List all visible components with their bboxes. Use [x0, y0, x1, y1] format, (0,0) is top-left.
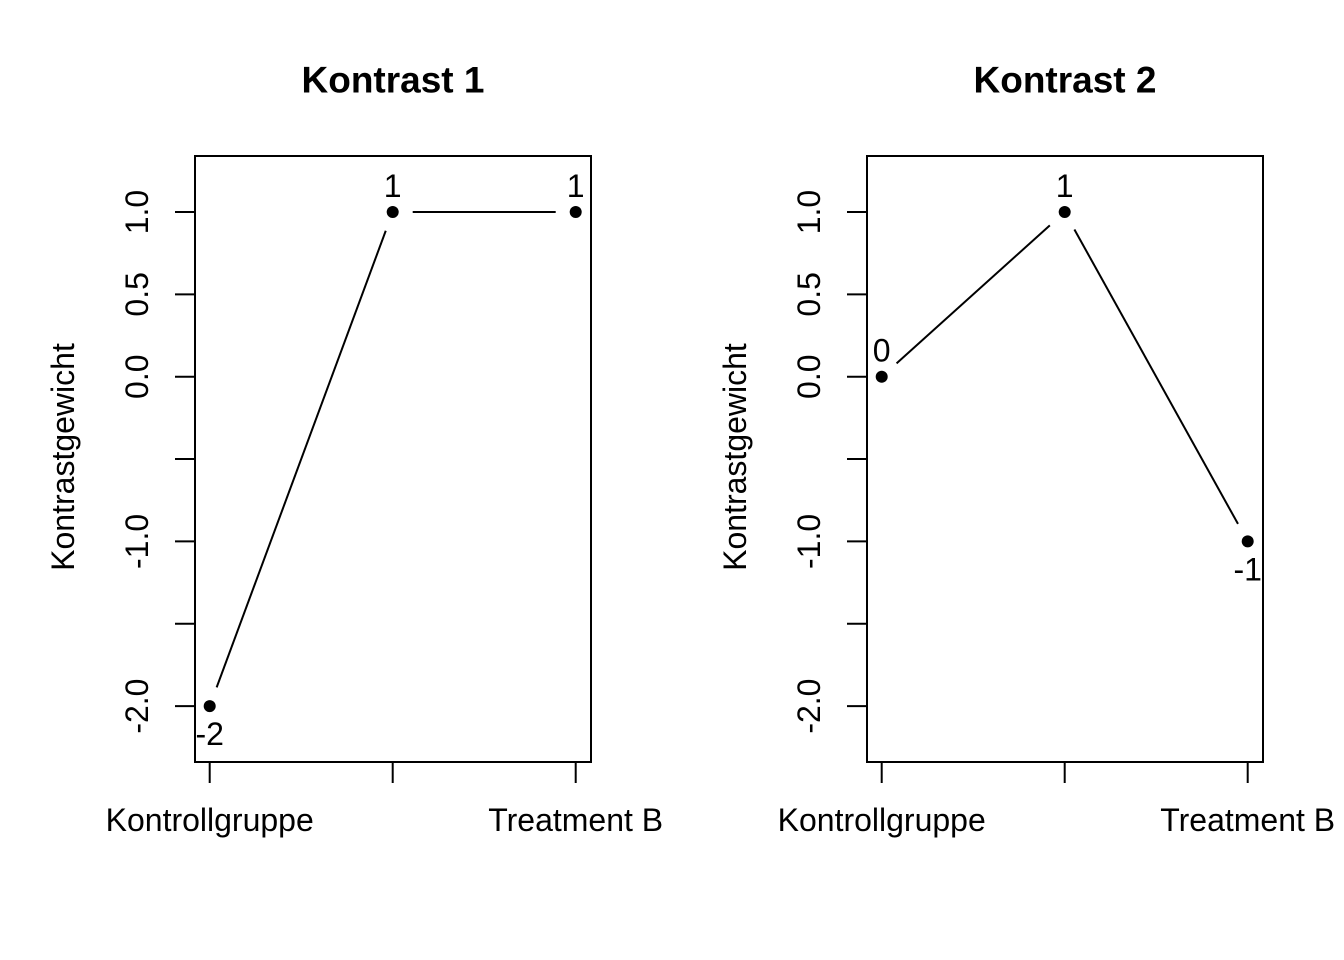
data-point: [1058, 206, 1071, 218]
data-point: [386, 206, 399, 218]
x-tick-label: Kontrollgruppe: [778, 802, 986, 838]
point-label: -1: [1233, 551, 1261, 587]
panel-kontrast-2: Kontrast 2 Kontrastgewicht 1.0 0.5 0.0 -1.0 -2…: [717, 60, 1335, 839]
data-point: [1241, 535, 1254, 548]
point-label: -2: [195, 716, 223, 752]
y-tick-label: -2.0: [791, 679, 827, 734]
y-tick-label: 1.0: [119, 190, 155, 234]
y-tick-label: 0.0: [119, 354, 155, 398]
point-label: 1: [384, 168, 402, 204]
y-tick-label: 0.5: [119, 272, 155, 316]
y-tick-label: -2.0: [119, 679, 155, 734]
y-tick-label: 0.0: [791, 354, 827, 398]
chart-title: Kontrast 1: [302, 60, 485, 101]
y-tick-label: 1.0: [791, 190, 827, 234]
point-label: 1: [567, 168, 585, 204]
x-tick-label: Treatment B: [488, 802, 663, 838]
plot-box: [866, 155, 1264, 763]
y-axis-title: Kontrastgewicht: [717, 343, 753, 571]
plot-box: [194, 155, 592, 763]
data-point: [203, 700, 216, 713]
chart-title: Kontrast 2: [974, 60, 1157, 101]
panel-kontrast-1: Kontrast 1 Kontrastgewicht 1.0 0.5 0.0 -1.0 -2…: [45, 60, 663, 839]
line-segment: [215, 230, 387, 688]
line-segment: [895, 224, 1051, 365]
line-segment: [1073, 228, 1239, 525]
data-point: [569, 206, 582, 218]
y-tick-label: -1.0: [119, 514, 155, 569]
y-tick-label: -1.0: [791, 514, 827, 569]
y-axis-title: Kontrastgewicht: [45, 343, 81, 571]
data-point: [875, 370, 888, 383]
y-tick-label: 0.5: [791, 272, 827, 316]
x-tick-label: Kontrollgruppe: [106, 802, 314, 838]
point-label: 0: [873, 333, 891, 369]
x-tick-label: Treatment B: [1160, 802, 1335, 838]
point-label: 1: [1056, 168, 1074, 204]
